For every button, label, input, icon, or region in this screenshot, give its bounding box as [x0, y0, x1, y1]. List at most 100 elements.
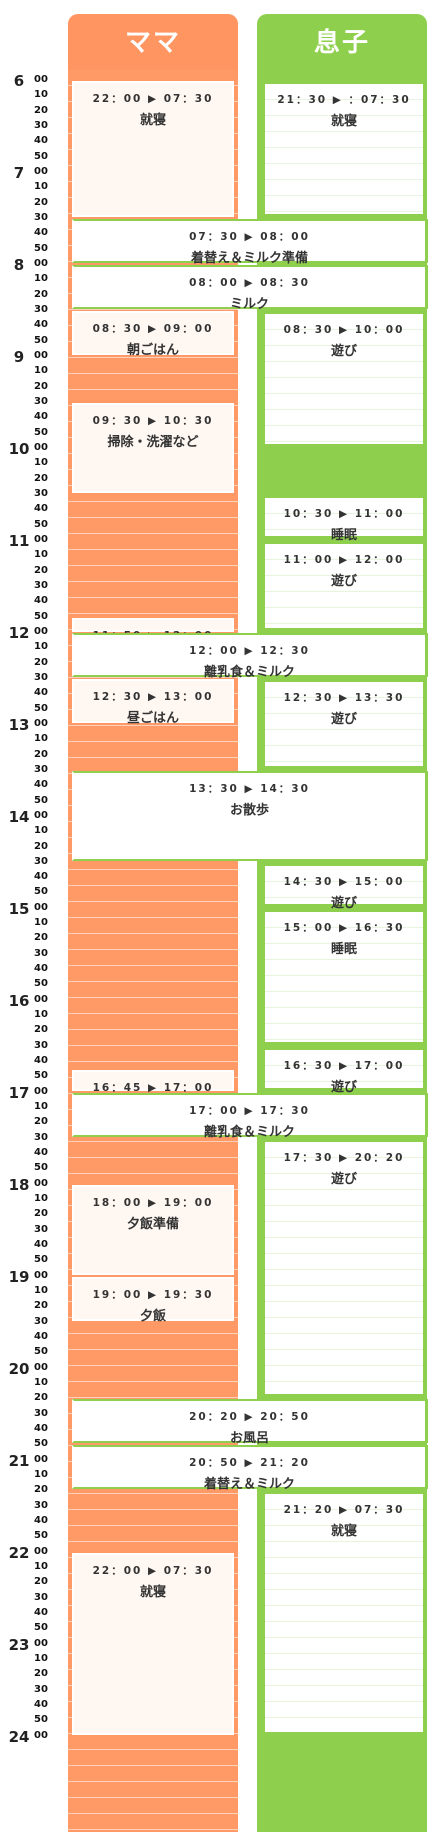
- mama-event[interactable]: 11：50 ▶ 12：00離乳食準備: [72, 617, 234, 665]
- minute-label: 40: [34, 1147, 48, 1159]
- mama-event[interactable]: 08：30 ▶ 09：00 朝ごはん: [72, 310, 234, 358]
- mama-timeline: [68, 70, 238, 1832]
- minute-label: 50: [34, 242, 48, 254]
- minute-label: 50: [34, 150, 48, 162]
- son-event[interactable]: 17：30 ▶ 20：20 遊び: [262, 1138, 426, 1398]
- son-event[interactable]: 14：30 ▶ 15：00 遊び: [262, 862, 426, 911]
- son-event[interactable]: 10：30 ▶ 11：00 睡眠: [262, 494, 426, 543]
- event-label: 離乳食＆ミルク: [203, 664, 295, 680]
- minute-label: 40: [34, 227, 48, 239]
- minute-label: 10: [34, 733, 48, 745]
- shared-event[interactable]: 13：30 ▶ 14：30 お散歩: [72, 770, 428, 861]
- hour-label: 17: [8, 1083, 30, 1102]
- minute-label: 00: [34, 809, 48, 821]
- event-label: 遊び: [330, 1079, 357, 1095]
- minute-label: 10: [34, 1009, 48, 1021]
- mama-event[interactable]: 18：00 ▶ 19：00 夕飯準備: [72, 1184, 234, 1275]
- event-time: 16：30 ▶ 17：00: [283, 1059, 405, 1072]
- event-time: 07：30 ▶ 08：00: [189, 230, 310, 243]
- minute-label: 10: [34, 181, 48, 193]
- shared-event[interactable]: 07：30 ▶ 08：00 着替え＆ミルク準備: [72, 218, 428, 266]
- son-event[interactable]: 12：30 ▶ 13：30 遊び: [262, 678, 426, 769]
- column-header-son: 息子: [257, 14, 427, 70]
- event-label: 朝ごはん: [126, 342, 179, 358]
- mama-event[interactable]: 22：00 ▶ 07：30 就寝: [72, 1552, 234, 1735]
- minute-label: 00: [34, 1269, 48, 1281]
- event-label: 遊び: [330, 1171, 357, 1187]
- minute-label: 30: [34, 303, 48, 315]
- hour-label: 15: [8, 899, 30, 918]
- minute-label: 40: [34, 1055, 48, 1067]
- mama-event[interactable]: 09：30 ▶ 10：30 掃除・洗濯など: [72, 402, 234, 493]
- minute-label: 40: [34, 1331, 48, 1343]
- shared-event[interactable]: 08：00 ▶ 08：30 ミルク: [72, 264, 428, 312]
- minute-label: 40: [34, 687, 48, 699]
- hour-label: 14: [8, 807, 30, 826]
- son-event[interactable]: 11：00 ▶ 12：00 遊び: [262, 540, 426, 631]
- hour-label: 13: [8, 715, 30, 734]
- event-time: 10：30 ▶ 11：00: [283, 507, 405, 520]
- minute-label: 00: [34, 1729, 48, 1741]
- event-label: 睡眠: [330, 527, 357, 543]
- event-time: 12：00 ▶ 12：30: [189, 644, 310, 657]
- minute-label: 10: [34, 1469, 48, 1481]
- minute-label: 30: [34, 1039, 48, 1051]
- event-time: 08：30 ▶ 09：00: [92, 322, 214, 335]
- minute-label: 30: [34, 1131, 48, 1143]
- minute-label: 20: [34, 840, 48, 852]
- minute-label: 40: [34, 135, 48, 147]
- shared-event[interactable]: 17：00 ▶ 17：30 離乳食＆ミルク: [72, 1092, 428, 1140]
- minute-label: 50: [34, 1254, 48, 1266]
- event-label: 遊び: [330, 895, 357, 911]
- event-label: 就寝: [139, 1584, 166, 1600]
- shared-event[interactable]: 20：20 ▶ 20：50 お風呂: [72, 1399, 428, 1446]
- shared-event[interactable]: 12：00 ▶ 12：30 離乳食＆ミルク: [72, 632, 428, 680]
- minute-label: 00: [34, 1361, 48, 1373]
- son-event[interactable]: 21：30 ▶ ：07：30 就寝: [262, 81, 426, 217]
- shared-event[interactable]: 20：50 ▶ 21：20 着替え＆ミルク: [72, 1445, 428, 1492]
- son-event[interactable]: 15：00 ▶ 16：30 睡眠: [262, 908, 426, 1045]
- minute-label: 00: [34, 1637, 48, 1649]
- minute-label: 00: [34, 1085, 48, 1097]
- event-label: 就寝: [139, 113, 166, 128]
- minute-label: 40: [34, 1698, 48, 1710]
- minute-label: 50: [34, 610, 48, 622]
- mama-event[interactable]: 19：00 ▶ 19：30 夕飯: [72, 1276, 234, 1324]
- mama-event[interactable]: 12：30 ▶ 13：00 昼ごはん: [72, 678, 234, 726]
- minute-label: 50: [34, 886, 48, 898]
- son-event[interactable]: 21：20 ▶ 07：30 就寝: [262, 1491, 426, 1735]
- minute-label: 50: [34, 1070, 48, 1082]
- minute-label: 00: [34, 717, 48, 729]
- mama-event[interactable]: 22：00 ▶ 07：30 就寝: [72, 81, 234, 217]
- event-label: 夕飯準備: [126, 1216, 179, 1232]
- minute-label: 50: [34, 1162, 48, 1174]
- event-time: 13：30 ▶ 14：30: [189, 782, 310, 795]
- minute-label: 30: [34, 487, 48, 499]
- minute-label: 10: [34, 1377, 48, 1389]
- minute-label: 50: [34, 1438, 48, 1450]
- event-time: 09：30 ▶ 10：30: [92, 414, 214, 427]
- event-time: 20：20 ▶ 20：50: [189, 1411, 310, 1424]
- mama-event[interactable]: 16：45 ▶ 17：00離乳食準備: [72, 1069, 234, 1117]
- event-label: 着替え＆ミルク準備: [190, 250, 308, 266]
- minute-label: 40: [34, 411, 48, 423]
- minute-label: 10: [34, 365, 48, 377]
- hour-label: 21: [8, 1451, 30, 1470]
- hour-label: 22: [8, 1543, 30, 1562]
- son-event[interactable]: 16：30 ▶ 17：00 遊び: [262, 1046, 426, 1095]
- minute-label: 00: [34, 349, 48, 361]
- minute-label: 50: [34, 518, 48, 530]
- event-label: 就寝: [330, 1524, 357, 1540]
- hour-label: 9: [13, 347, 25, 366]
- minute-label: 00: [34, 1177, 48, 1189]
- minute-label: 40: [34, 1515, 48, 1527]
- minute-label: 30: [34, 763, 48, 775]
- event-time: 16：45 ▶ 17：00: [92, 1081, 214, 1094]
- event-label: 睡眠: [330, 941, 357, 957]
- event-time: 08：00 ▶ 08：30: [189, 276, 310, 289]
- son-event[interactable]: 08：30 ▶ 10：00 遊び: [262, 310, 426, 447]
- minute-label: 30: [34, 395, 48, 407]
- minute-label: 40: [34, 595, 48, 607]
- minute-label: 50: [34, 1346, 48, 1358]
- minute-label: 50: [34, 794, 48, 806]
